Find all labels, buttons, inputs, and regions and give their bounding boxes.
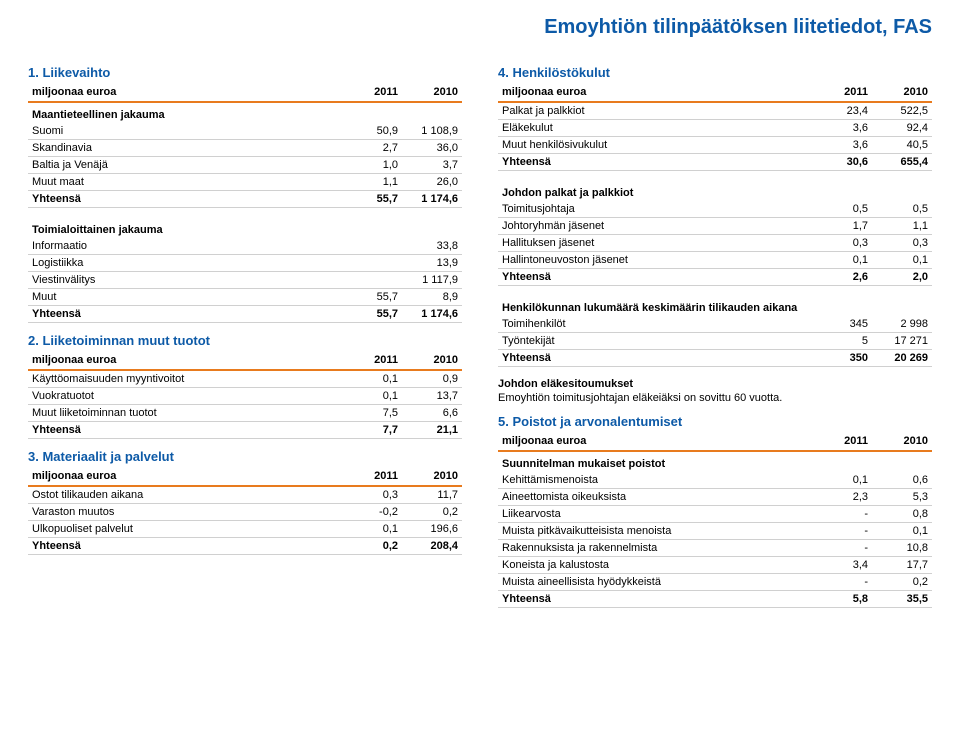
table-row: Logistiikka13,9 <box>28 255 462 272</box>
right-column: 4. Henkilöstökulut miljoonaa euroa 2011 … <box>498 57 932 618</box>
table-row: Hallintoneuvoston jäsenet0,10,1 <box>498 252 932 269</box>
table-row: Muut liiketoiminnan tuotot7,56,6 <box>28 405 462 422</box>
table-row: Aineettomista oikeuksista2,35,3 <box>498 488 932 505</box>
table-row: Toimihenkilöt3452 998 <box>498 316 932 333</box>
table-row: Kehittämismenoista0,10,6 <box>498 472 932 489</box>
table-row: Palkat ja palkkiot23,4522,5 <box>498 102 932 120</box>
table-1b: Toimialoittainen jakauma Informaatio33,8… <box>28 218 462 323</box>
table-row: Johtoryhmän jäsenet1,71,1 <box>498 218 932 235</box>
table-row: Koneista ja kalustosta3,417,7 <box>498 556 932 573</box>
table-2: miljoonaa euroa 2011 2010 Käyttöomaisuud… <box>28 352 462 439</box>
table-row: Työntekijät517 271 <box>498 333 932 350</box>
col-2010: 2010 <box>402 84 462 102</box>
note-pension: Johdon eläkesitoumukset Emoyhtiön toimit… <box>498 377 932 406</box>
total-row: Yhteensä30,6655,4 <box>498 154 932 171</box>
total-row: Yhteensä55,71 174,6 <box>28 191 462 208</box>
section-2-title: 2. Liiketoiminnan muut tuotot <box>28 333 462 348</box>
table-row: Suomi50,91 108,9 <box>28 123 462 140</box>
table-row: Viestinvälitys1 117,9 <box>28 272 462 289</box>
table-row: Ostot tilikauden aikana0,311,7 <box>28 486 462 504</box>
table-1a: miljoonaa euroa 2011 2010 Maantieteellin… <box>28 84 462 208</box>
table-4b: Johdon palkat ja palkkiot Toimitusjohtaj… <box>498 181 932 286</box>
table-row: Muut maat1,126,0 <box>28 174 462 191</box>
section-5-title: 5. Poistot ja arvonalentumiset <box>498 414 932 429</box>
sub-headcount: Henkilökunnan lukumäärä keskimäärin tili… <box>498 296 932 316</box>
currency-label: miljoonaa euroa <box>498 433 812 451</box>
currency-label: miljoonaa euroa <box>498 84 812 102</box>
total-row: Yhteensä35020 269 <box>498 350 932 367</box>
section-1-title: 1. Liikevaihto <box>28 65 462 80</box>
total-row: Yhteensä55,71 174,6 <box>28 306 462 323</box>
table-row: Muista pitkävaikutteisista menoista-0,1 <box>498 522 932 539</box>
currency-label: miljoonaa euroa <box>28 352 342 370</box>
table-4c: Henkilökunnan lukumäärä keskimäärin tili… <box>498 296 932 367</box>
table-row: Käyttöomaisuuden myyntivoitot0,10,9 <box>28 370 462 388</box>
table-row: Muut henkilösivukulut3,640,5 <box>498 137 932 154</box>
total-row: Yhteensä2,62,0 <box>498 269 932 286</box>
left-column: 1. Liikevaihto miljoonaa euroa 2011 2010… <box>28 57 462 618</box>
table-5: miljoonaa euroa 2011 2010 Suunnitelman m… <box>498 433 932 608</box>
total-row: Yhteensä0,2208,4 <box>28 538 462 555</box>
currency-label: miljoonaa euroa <box>28 468 342 486</box>
sub-depr: Suunnitelman mukaiset poistot <box>498 451 932 472</box>
table-row: Hallituksen jäsenet0,30,3 <box>498 235 932 252</box>
table-row: Toimitusjohtaja0,50,5 <box>498 201 932 218</box>
sub-geo: Maantieteellinen jakauma <box>28 102 462 123</box>
section-3-title: 3. Materiaalit ja palvelut <box>28 449 462 464</box>
table-4a: miljoonaa euroa 2011 2010 Palkat ja palk… <box>498 84 932 171</box>
two-column-layout: 1. Liikevaihto miljoonaa euroa 2011 2010… <box>28 57 932 618</box>
table-row: Muut55,78,9 <box>28 289 462 306</box>
table-row: Varaston muutos-0,20,2 <box>28 504 462 521</box>
sub-mgmt-pay: Johdon palkat ja palkkiot <box>498 181 932 201</box>
table-row: Informaatio33,8 <box>28 238 462 255</box>
col-2011: 2011 <box>342 84 402 102</box>
total-row: Yhteensä5,835,5 <box>498 590 932 607</box>
currency-label: miljoonaa euroa <box>28 84 342 102</box>
table-3: miljoonaa euroa 2011 2010 Ostot tilikaud… <box>28 468 462 555</box>
table-row: Muista aineellisista hyödykkeistä-0,2 <box>498 573 932 590</box>
page-title: Emoyhtiön tilinpäätöksen liitetiedot, FA… <box>28 16 932 39</box>
sub-sector: Toimialoittainen jakauma <box>28 218 462 238</box>
table-row: Skandinavia2,736,0 <box>28 140 462 157</box>
table-row: Ulkopuoliset palvelut0,1196,6 <box>28 521 462 538</box>
table-row: Liikearvosta-0,8 <box>498 505 932 522</box>
table-row: Baltia ja Venäjä1,03,7 <box>28 157 462 174</box>
table-row: Rakennuksista ja rakennelmista-10,8 <box>498 539 932 556</box>
total-row: Yhteensä7,721,1 <box>28 422 462 439</box>
section-4-title: 4. Henkilöstökulut <box>498 65 932 80</box>
table-row: Vuokratuotot0,113,7 <box>28 388 462 405</box>
table-row: Eläkekulut3,692,4 <box>498 120 932 137</box>
